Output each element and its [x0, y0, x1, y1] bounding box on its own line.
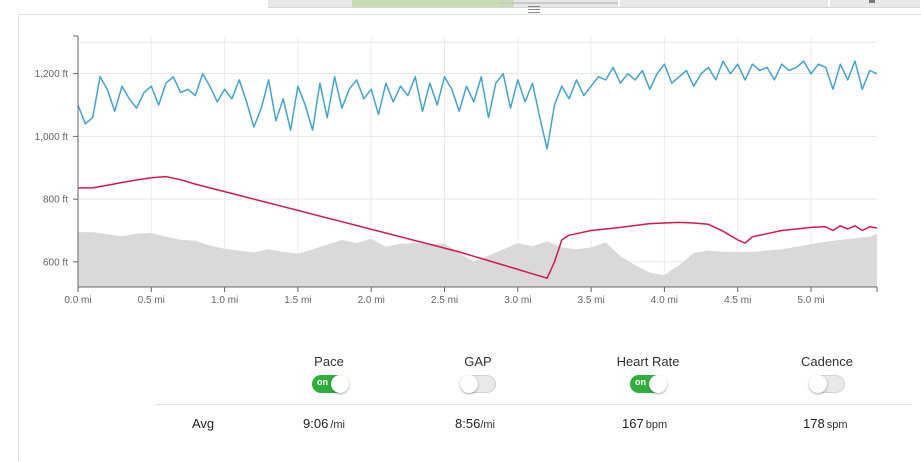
- avg-gap-value: 8:56: [455, 416, 481, 431]
- gap-toggle[interactable]: [460, 375, 496, 393]
- metric-label-pace: Pace: [314, 354, 344, 369]
- analysis-chart[interactable]: 1,200 ft 1,000 ft 800 ft 600 ft 0.0 mi 0.5 m…: [0, 0, 921, 340]
- avg-gap: 8:56/mi: [455, 416, 495, 431]
- avg-cadence-unit: spm: [826, 419, 848, 431]
- avg-heart-rate-unit: bpm: [645, 419, 668, 431]
- avg-pace-unit: /mi: [330, 419, 345, 431]
- metric-label-cadence: Cadence: [800, 354, 854, 369]
- metric-gap: GAP: [418, 354, 538, 370]
- x-tick-label: 2.5 mi: [431, 295, 458, 306]
- x-tick-label: 2.0 mi: [358, 295, 385, 306]
- resize-handle-icon[interactable]: [528, 6, 540, 13]
- avg-cadence-value: 178: [803, 416, 825, 431]
- heart-rate-toggle[interactable]: on: [630, 375, 667, 393]
- x-tick-label: 0.0 mi: [64, 295, 91, 306]
- metric-label-gap: GAP: [464, 354, 492, 369]
- metric-cadence: Cadence: [767, 354, 887, 370]
- x-tick-label: 1.0 mi: [211, 295, 238, 306]
- x-tick-label: 4.0 mi: [651, 295, 678, 306]
- cadence-toggle[interactable]: [809, 375, 845, 393]
- x-tick-label: 4.5 mi: [724, 295, 751, 306]
- panel-left-border: [18, 14, 19, 462]
- y-tick-label: 600 ft: [43, 257, 68, 268]
- x-tick-label: 0.5 mi: [138, 295, 165, 306]
- map-road: [618, 0, 620, 7]
- avg-divider: [155, 404, 912, 405]
- avg-gap-unit: /mi: [480, 419, 495, 431]
- series-line-0: [77, 60, 878, 150]
- avg-pace-value: 9:06: [303, 416, 329, 431]
- metric-heart-rate: Heart Rate: [588, 354, 708, 370]
- metric-pace: Pace: [269, 354, 389, 370]
- map-road: [498, 2, 618, 4]
- toggle-knob: [460, 375, 478, 393]
- x-axis-ticks: 0.0 mi 0.5 mi 1.0 mi 1.5 mi 2.0 mi 2.5 mi 3.0 …: [64, 287, 825, 306]
- route-map[interactable]: [268, 0, 920, 8]
- avg-pace: 9:06/mi: [303, 416, 345, 431]
- x-tick-label: 3.0 mi: [504, 295, 531, 306]
- metric-label-heart-rate: Heart Rate: [616, 354, 680, 369]
- x-tick-label: 3.5 mi: [578, 295, 605, 306]
- map-marker-icon: [869, 0, 875, 3]
- map-strip[interactable]: [0, 0, 921, 14]
- elevation-area: [78, 232, 877, 287]
- panel-divider: [18, 14, 921, 15]
- y-tick-label: 1,000 ft: [35, 132, 69, 143]
- x-tick-label: 1.5 mi: [284, 295, 311, 306]
- avg-heart-rate: 167 bpm: [622, 416, 667, 431]
- avg-label: Avg: [192, 416, 215, 431]
- y-tick-label: 800 ft: [43, 195, 68, 206]
- toggle-on-text: on: [635, 377, 646, 387]
- y-tick-label: 1,200 ft: [35, 69, 69, 80]
- series-line-1: [78, 175, 878, 279]
- avg-heart-rate-value: 167: [622, 416, 644, 431]
- toggle-knob: [809, 375, 827, 393]
- toggle-knob: [649, 375, 667, 393]
- toggle-on-text: on: [317, 377, 328, 387]
- pace-toggle[interactable]: on: [312, 375, 349, 393]
- chart-axes: [73, 35, 878, 292]
- chart-lines: [77, 60, 878, 279]
- avg-cadence: 178 spm: [803, 416, 847, 431]
- map-park-area: [352, 0, 514, 7]
- y-axis-ticks: 1,200 ft 1,000 ft 800 ft 600 ft: [35, 69, 78, 268]
- elevation-area-path: [78, 232, 877, 287]
- toggle-knob: [331, 375, 349, 393]
- x-tick-label: 5.0 mi: [797, 295, 824, 306]
- map-road: [828, 0, 830, 7]
